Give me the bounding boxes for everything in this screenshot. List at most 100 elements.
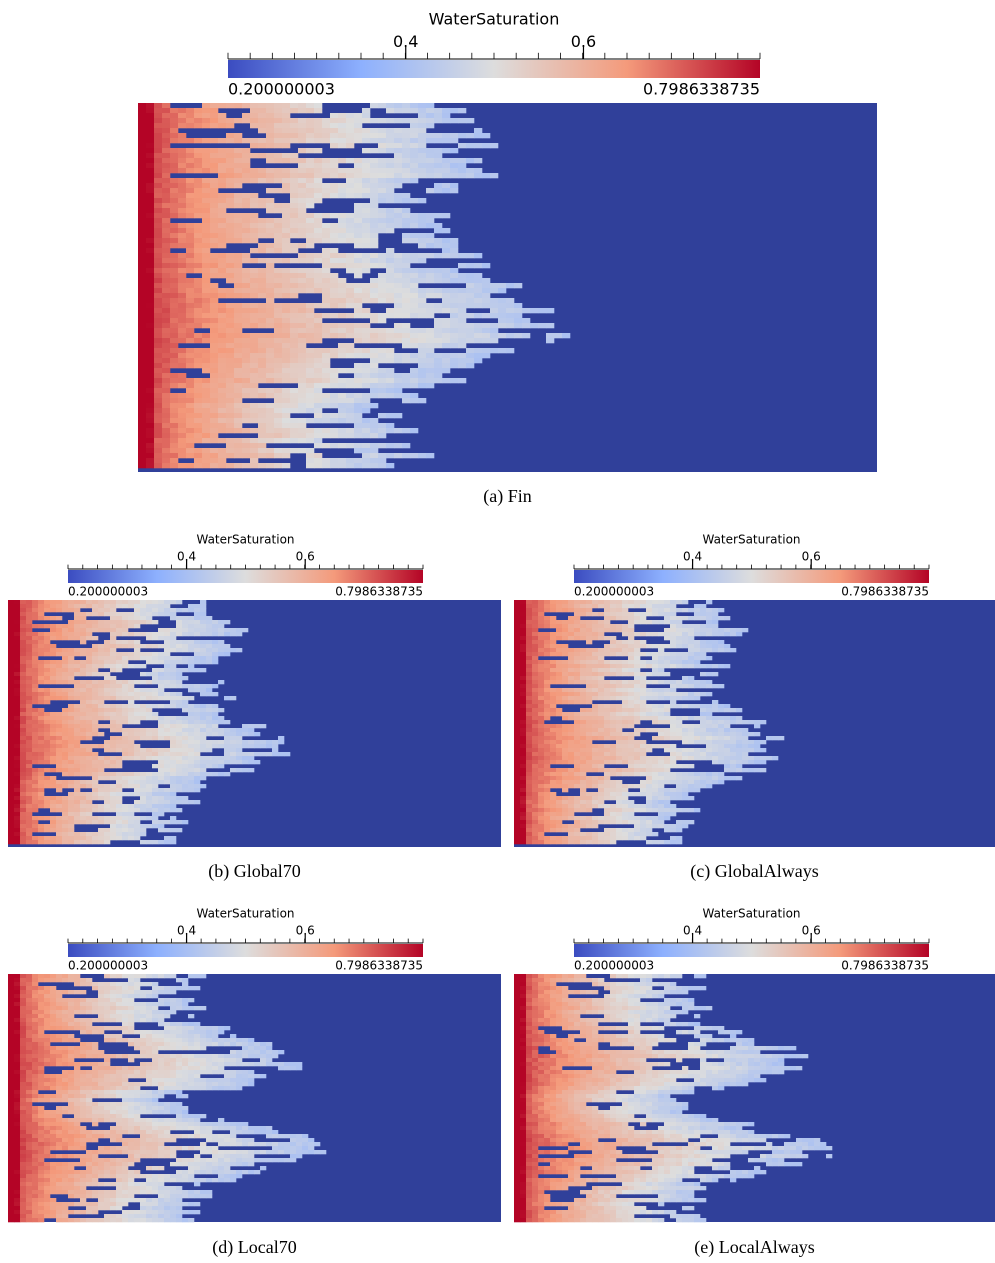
- field-cell: [164, 632, 171, 637]
- field-cell: [306, 458, 315, 464]
- field-cell: [74, 816, 81, 821]
- field-cell: [298, 388, 307, 394]
- field-cell: [140, 756, 147, 761]
- field-cell: [86, 660, 93, 665]
- field-cell: [182, 616, 189, 621]
- field-cell: [162, 318, 171, 324]
- field-cell: [210, 458, 219, 464]
- field-cell: [274, 273, 283, 279]
- field-cell: [200, 600, 207, 605]
- field-cell: [694, 664, 701, 669]
- field-cell: [170, 203, 179, 209]
- field-cell: [378, 258, 387, 264]
- field-cell: [74, 716, 81, 721]
- field-cell: [162, 393, 171, 399]
- field-cell: [200, 648, 207, 653]
- field-cell: [234, 198, 243, 204]
- field-cell: [116, 680, 123, 685]
- field-cell: [682, 632, 689, 637]
- field-cell: [346, 113, 355, 119]
- field-cell: [92, 716, 99, 721]
- field-cell: [176, 796, 183, 801]
- field-cell: [44, 784, 51, 789]
- field-cell: [226, 293, 235, 299]
- field-cell: [200, 704, 207, 709]
- field-cell: [202, 358, 211, 364]
- field-cell: [176, 660, 183, 665]
- field-cell: [520, 660, 527, 665]
- field-cell: [402, 358, 411, 364]
- field-cell: [258, 428, 267, 434]
- field-cell: [314, 453, 323, 459]
- field-cell: [186, 433, 195, 439]
- field-cell: [520, 612, 527, 617]
- field-cell: [346, 313, 355, 319]
- field-cell: [206, 728, 213, 733]
- field-cell: [526, 676, 533, 681]
- field-cell: [290, 288, 299, 294]
- field-cell: [44, 828, 51, 833]
- field-cell: [110, 816, 117, 821]
- field-cell: [176, 756, 183, 761]
- field-cell: [194, 123, 203, 129]
- field-cell: [520, 692, 527, 697]
- field-cell: [154, 298, 163, 304]
- field-cell: [338, 158, 347, 164]
- field-cell: [154, 228, 163, 234]
- field-cell: [450, 163, 459, 169]
- field-cell: [434, 318, 443, 324]
- field-cell: [386, 103, 395, 109]
- field-cell: [104, 688, 111, 693]
- field-cell: [314, 383, 323, 389]
- field-cell: [140, 708, 147, 713]
- field-cell: [50, 824, 57, 829]
- field-cell: [418, 343, 427, 349]
- field-cell: [128, 692, 135, 697]
- field-cell: [212, 760, 219, 765]
- field-cell: [154, 238, 163, 244]
- field-cell: [676, 660, 683, 665]
- field-cell: [50, 676, 57, 681]
- field-cell: [182, 644, 189, 649]
- field-cell: [62, 680, 69, 685]
- field-cell: [466, 283, 475, 289]
- field-cell: [386, 208, 395, 214]
- field-cell: [98, 700, 105, 705]
- field-cell: [194, 433, 203, 439]
- field-cell: [450, 328, 459, 334]
- field-cell: [314, 133, 323, 139]
- field-cell: [68, 620, 75, 625]
- field-cell: [164, 764, 171, 769]
- field-cell: [32, 668, 39, 673]
- field-cell: [200, 736, 207, 741]
- field-cell: [426, 358, 435, 364]
- field-cell: [210, 163, 219, 169]
- field-cell: [544, 600, 551, 605]
- field-cell: [562, 672, 569, 677]
- field-cell: [38, 716, 45, 721]
- field-cell: [266, 378, 275, 384]
- field-cell: [206, 616, 213, 621]
- field-cell: [162, 298, 171, 304]
- field-cell: [210, 353, 219, 359]
- field-cell: [338, 443, 347, 449]
- field-cell: [426, 218, 435, 224]
- field-cell: [250, 348, 259, 354]
- field-cell: [274, 223, 283, 229]
- field-cell: [386, 378, 395, 384]
- field-cell: [140, 672, 147, 677]
- field-cell: [598, 660, 605, 665]
- field-cell: [282, 138, 291, 144]
- field-cell: [146, 123, 155, 129]
- field-cell: [98, 664, 105, 669]
- field-cell: [640, 688, 647, 693]
- field-cell: [68, 688, 75, 693]
- field-cell: [706, 664, 713, 669]
- field-cell: [154, 218, 163, 224]
- field-cell: [176, 760, 183, 765]
- field-cell: [514, 640, 521, 645]
- field-cell: [274, 413, 283, 419]
- field-cell: [194, 788, 201, 793]
- field-cell: [194, 198, 203, 204]
- field-cell: [586, 640, 593, 645]
